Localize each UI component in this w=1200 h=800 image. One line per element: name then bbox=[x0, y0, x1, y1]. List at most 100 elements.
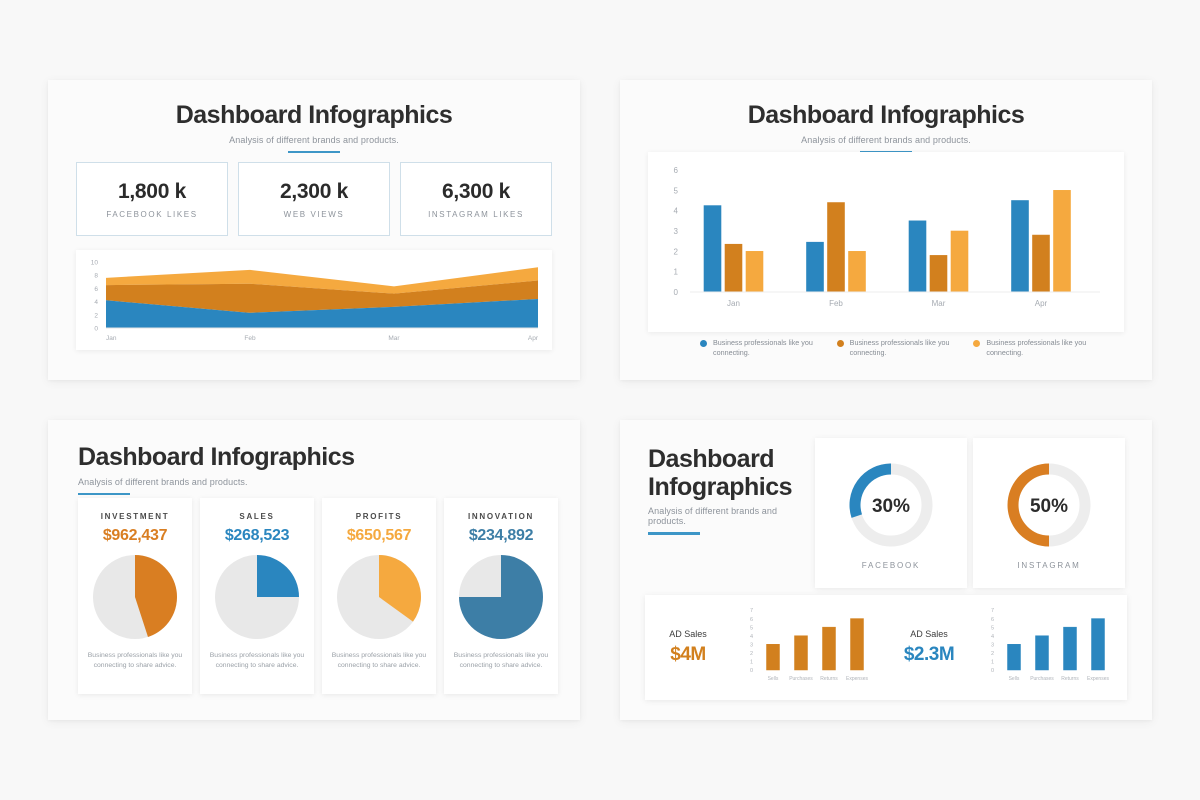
page-subtitle: Analysis of different brands and product… bbox=[78, 476, 248, 487]
panel-bar-header: Dashboard Infographics Analysis of diffe… bbox=[620, 80, 1152, 153]
svg-text:Returns: Returns bbox=[820, 676, 838, 682]
svg-text:Expenses: Expenses bbox=[846, 676, 868, 682]
ad-sales-value: $4M bbox=[670, 644, 706, 665]
svg-text:2: 2 bbox=[991, 651, 994, 657]
legend-label: Business professionals like you connecti… bbox=[986, 338, 1087, 358]
svg-text:Expenses: Expenses bbox=[1087, 676, 1109, 682]
legend-item[interactable]: Business professionals like you connecti… bbox=[836, 338, 964, 359]
title-underline bbox=[78, 492, 130, 495]
title-underline bbox=[648, 532, 700, 535]
ad-sales-bar-chart: 7 6 5 4 3 2 1 0 Sells Purchases Returns Expenses bbox=[750, 608, 869, 682]
svg-text:1: 1 bbox=[674, 268, 679, 277]
panel-donut-header: Dashboard Infographics Analysis of diffe… bbox=[620, 420, 793, 535]
panel-pie-header: Dashboard Infographics Analysis of diffe… bbox=[48, 420, 580, 495]
donut-card-instagram[interactable]: 50% INSTAGRAM bbox=[973, 438, 1125, 588]
ad-sales-block-orange: AD Sales $4M 7 6 5 4 3 2 1 0 Sells Purchases Retur… bbox=[645, 602, 886, 694]
svg-text:3: 3 bbox=[750, 642, 753, 648]
pie-card-value: $268,523 bbox=[224, 527, 290, 544]
ad-sales-bar-chart: 7 6 5 4 3 2 1 0 Sells Purchases Returns Expenses bbox=[991, 608, 1110, 682]
panel-area-header: Dashboard Infographics Analysis of diffe… bbox=[48, 80, 580, 153]
svg-text:2: 2 bbox=[750, 651, 753, 657]
donut-chart: 30% bbox=[849, 463, 933, 546]
panel-donut-charts: Dashboard Infographics Analysis of diffe… bbox=[620, 420, 1152, 720]
kpi-value: 1,800 k bbox=[118, 179, 186, 203]
svg-text:4: 4 bbox=[674, 207, 679, 216]
donut-label: INSTAGRAM bbox=[1017, 560, 1081, 570]
donut-label: FACEBOOK bbox=[861, 560, 921, 570]
pie-card-investment[interactable]: INVESTMENT $962,437 Business professiona… bbox=[78, 498, 192, 694]
pie-card-title: SALES bbox=[239, 512, 275, 521]
page-title-line2: Infographics bbox=[648, 472, 793, 501]
svg-text:Apr: Apr bbox=[1035, 299, 1048, 308]
svg-text:Jan: Jan bbox=[727, 299, 740, 308]
svg-text:4: 4 bbox=[991, 633, 994, 639]
svg-text:Mar: Mar bbox=[932, 299, 946, 308]
area-chart-card[interactable]: 0 2 4 6 8 10 Jan Feb Mar Apr bbox=[76, 250, 552, 350]
legend-color-dot-icon bbox=[973, 340, 981, 347]
svg-text:7: 7 bbox=[991, 608, 994, 614]
pie-card-sales[interactable]: SALES $268,523 Business professionals li… bbox=[200, 498, 314, 694]
pie-card-value: $234,892 bbox=[468, 527, 534, 544]
svg-text:Mar: Mar bbox=[388, 335, 400, 342]
svg-text:2: 2 bbox=[674, 247, 679, 256]
svg-text:6: 6 bbox=[991, 616, 994, 622]
pie-chart bbox=[459, 555, 543, 639]
title-underline bbox=[860, 150, 912, 153]
pie-card-row: INVESTMENT $962,437 Business professiona… bbox=[78, 498, 558, 694]
legend-label: Business professionals like you connecti… bbox=[849, 338, 950, 358]
svg-text:Apr: Apr bbox=[528, 335, 539, 342]
title-underline bbox=[288, 150, 340, 153]
ad-sales-title: AD Sales bbox=[669, 629, 707, 639]
pie-card-description: Business professionals like you connecti… bbox=[331, 652, 427, 670]
svg-text:30%: 30% bbox=[872, 496, 910, 517]
svg-text:6: 6 bbox=[674, 166, 679, 175]
panel-area-chart: Dashboard Infographics Analysis of diffe… bbox=[48, 80, 580, 380]
svg-text:10: 10 bbox=[91, 260, 99, 267]
donut-card-facebook[interactable]: 30% FACEBOOK bbox=[815, 438, 967, 588]
kpi-value: 6,300 k bbox=[442, 179, 510, 203]
svg-text:Sells: Sells bbox=[768, 676, 779, 682]
bar-chart-card[interactable]: 0 1 2 3 4 5 6 Jan Feb Mar Apr bbox=[648, 152, 1124, 332]
svg-text:4: 4 bbox=[94, 299, 98, 306]
legend-item[interactable]: Business professionals like you connecti… bbox=[700, 338, 827, 359]
ad-sales-title: AD Sales bbox=[910, 629, 948, 639]
page-title: Dashboard Infographics bbox=[747, 101, 1025, 129]
svg-text:0: 0 bbox=[750, 668, 753, 674]
page-subtitle: Analysis of different brands and product… bbox=[801, 134, 971, 145]
legend-item[interactable]: Business professionals like you connecti… bbox=[973, 338, 1100, 359]
pie-chart bbox=[337, 555, 421, 639]
ad-sales-card[interactable]: AD Sales $4M 7 6 5 4 3 2 1 0 Sells Purchases Retur… bbox=[645, 595, 1127, 700]
kpi-card-instagram-likes[interactable]: 6,300 k INSTAGRAM LIKES bbox=[400, 162, 552, 236]
svg-text:1: 1 bbox=[991, 659, 994, 665]
page-title: Dashboard Infographics bbox=[78, 443, 355, 471]
svg-text:5: 5 bbox=[991, 625, 994, 631]
pie-card-description: Business professionals like you connecti… bbox=[87, 652, 183, 670]
pie-card-innovation[interactable]: INNOVATION $234,892 Business professiona… bbox=[444, 498, 558, 694]
kpi-value: 2,300 k bbox=[280, 179, 348, 203]
svg-text:6: 6 bbox=[94, 286, 98, 293]
donut-chart: 50% bbox=[1007, 463, 1091, 546]
svg-text:Purchases: Purchases bbox=[789, 676, 813, 682]
kpi-card-facebook-likes[interactable]: 1,800 k FACEBOOK LIKES bbox=[76, 162, 228, 236]
kpi-label: INSTAGRAM LIKES bbox=[428, 209, 524, 219]
svg-text:2: 2 bbox=[94, 312, 98, 319]
svg-text:50%: 50% bbox=[1030, 496, 1068, 517]
svg-text:Jan: Jan bbox=[106, 335, 117, 342]
pie-chart bbox=[93, 555, 177, 639]
svg-text:Feb: Feb bbox=[244, 335, 256, 342]
kpi-card-web-views[interactable]: 2,300 k WEB VIEWS bbox=[238, 162, 390, 236]
pie-card-value: $962,437 bbox=[102, 527, 168, 544]
pie-card-profits[interactable]: PROFITS $650,567 Business professionals … bbox=[322, 498, 436, 694]
svg-text:3: 3 bbox=[991, 642, 994, 648]
pie-card-title: PROFITS bbox=[355, 512, 403, 521]
page-title-line1: Dashboard bbox=[648, 445, 775, 473]
svg-text:Purchases: Purchases bbox=[1030, 676, 1054, 682]
bar-chart-legend: Business professionals like you connecti… bbox=[700, 338, 1100, 359]
panel-pie-charts: Dashboard Infographics Analysis of diffe… bbox=[48, 420, 580, 720]
svg-text:0: 0 bbox=[991, 668, 994, 674]
pie-card-description: Business professionals like you connecti… bbox=[209, 652, 305, 670]
svg-text:5: 5 bbox=[750, 625, 753, 631]
svg-text:0: 0 bbox=[94, 326, 98, 333]
page-subtitle: Analysis of different brands and product… bbox=[229, 134, 399, 145]
